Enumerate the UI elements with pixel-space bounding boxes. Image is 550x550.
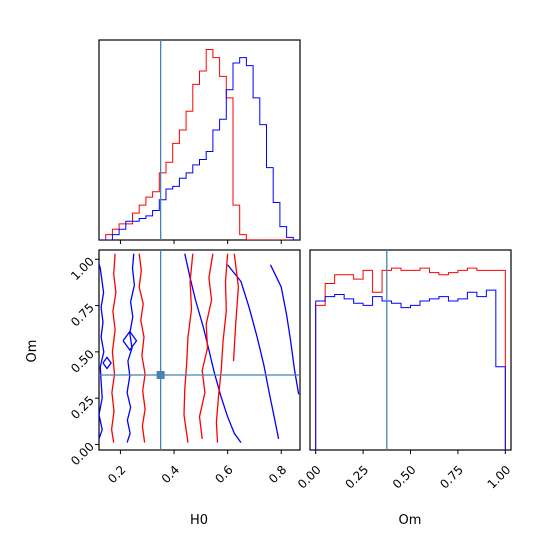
red-contour-line — [110, 253, 117, 443]
blue-contour-line — [99, 261, 105, 440]
panel-frame — [309, 249, 512, 451]
x-tick-label: 0.6 — [212, 463, 235, 486]
x-tick-label: 0.2 — [105, 463, 128, 486]
red-contour-line — [232, 253, 240, 362]
h0-histogram-panel — [98, 39, 301, 244]
red-contour-line — [183, 253, 194, 443]
om-histogram-panel: 0.00 0.25 0.50 0.75 1.00 — [295, 249, 514, 492]
x-tick-label: 0.75 — [437, 463, 466, 492]
y-tick-label: 0.50 — [68, 347, 97, 376]
y-tick-label: 0.25 — [68, 393, 97, 422]
red-histogram-series — [99, 49, 300, 240]
y-axis-label-om: Om — [25, 340, 40, 363]
y-tick-label: 1.00 — [68, 254, 97, 283]
x-tick-label: 0.4 — [159, 463, 182, 486]
blue-contour-line — [227, 264, 280, 440]
blue-contour-line — [95, 254, 96, 443]
blue-contour-line — [102, 356, 112, 370]
panel-frame — [98, 39, 301, 241]
x-axis-label-om: Om — [399, 513, 422, 528]
red-histogram-series — [315, 267, 506, 450]
red-contour-line — [198, 253, 214, 439]
axis-labels: H0 Om Om — [25, 340, 421, 528]
x-tick-label: 0.50 — [390, 463, 419, 492]
h0-om-contour-panel: 0.2 0.4 0.6 0.8 0.00 0.25 0.50 0.75 1.00 — [68, 249, 301, 486]
blue-contour-line — [122, 330, 138, 352]
truth-marker — [156, 371, 165, 379]
x-axis-label-h0: H0 — [190, 513, 208, 528]
x-tick-label: 0.00 — [295, 463, 324, 492]
blue-histogram-series — [99, 57, 300, 240]
y-tick-label: 0.75 — [68, 301, 97, 330]
blue-histogram-series — [315, 289, 506, 450]
red-contour-line — [138, 253, 146, 443]
panel-frame — [98, 249, 301, 451]
red-contour-line — [215, 253, 229, 443]
x-tick-label: 0.25 — [342, 463, 371, 492]
x-tick-label: 1.00 — [485, 463, 514, 492]
x-tick-label: 0.8 — [266, 463, 289, 486]
blue-contour-line — [184, 253, 242, 443]
blue-contour-line — [126, 253, 136, 443]
y-tick-label: 0.00 — [68, 439, 97, 468]
